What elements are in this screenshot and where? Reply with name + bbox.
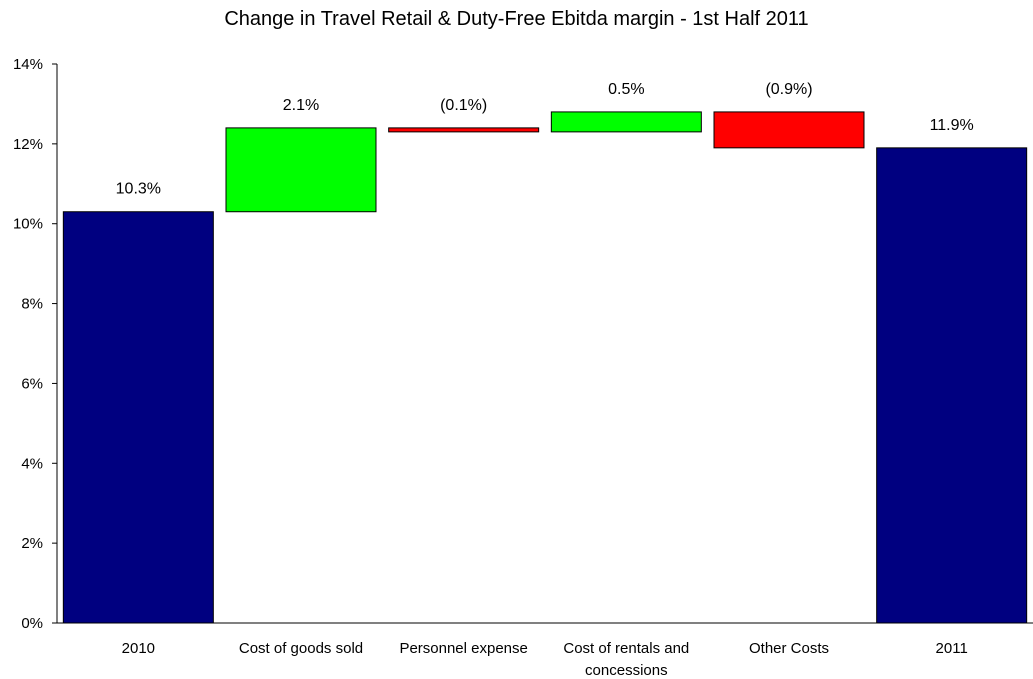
data-label: 2.1% — [283, 97, 319, 114]
y-tick-label: 4% — [21, 455, 43, 472]
x-tick-label: Cost of goods sold — [239, 640, 363, 657]
bar-2 — [225, 127, 377, 213]
data-label: (0.1%) — [440, 97, 487, 114]
data-label: 11.9% — [930, 117, 974, 134]
bar-5 — [713, 111, 865, 149]
y-tick-label: 8% — [21, 296, 43, 313]
data-label: 10.3% — [116, 181, 161, 198]
x-tick-label: 2011 — [936, 640, 968, 657]
y-tick-label: 6% — [21, 375, 43, 392]
y-tick-label: 2% — [21, 535, 43, 552]
y-tick-label: 10% — [13, 216, 43, 233]
x-tick-label: Personnel expense — [399, 640, 527, 657]
chart-title: Change in Travel Retail & Duty-Free Ebit… — [224, 8, 809, 30]
x-tick-label: concessions — [585, 662, 668, 679]
data-label: (0.9%) — [765, 81, 812, 98]
y-tick-label: 0% — [21, 615, 43, 632]
x-tick-label: 2010 — [122, 640, 155, 657]
bar-6 — [876, 147, 1028, 624]
x-tick-label: Cost of rentals and — [563, 640, 689, 657]
x-tick-label: Other Costs — [749, 640, 829, 657]
y-tick-label: 12% — [13, 136, 43, 153]
bar-3 — [388, 127, 540, 133]
y-tick-label: 14% — [13, 56, 43, 73]
bar-4 — [550, 111, 702, 133]
data-label: 0.5% — [608, 81, 644, 98]
bar-1 — [62, 211, 214, 624]
